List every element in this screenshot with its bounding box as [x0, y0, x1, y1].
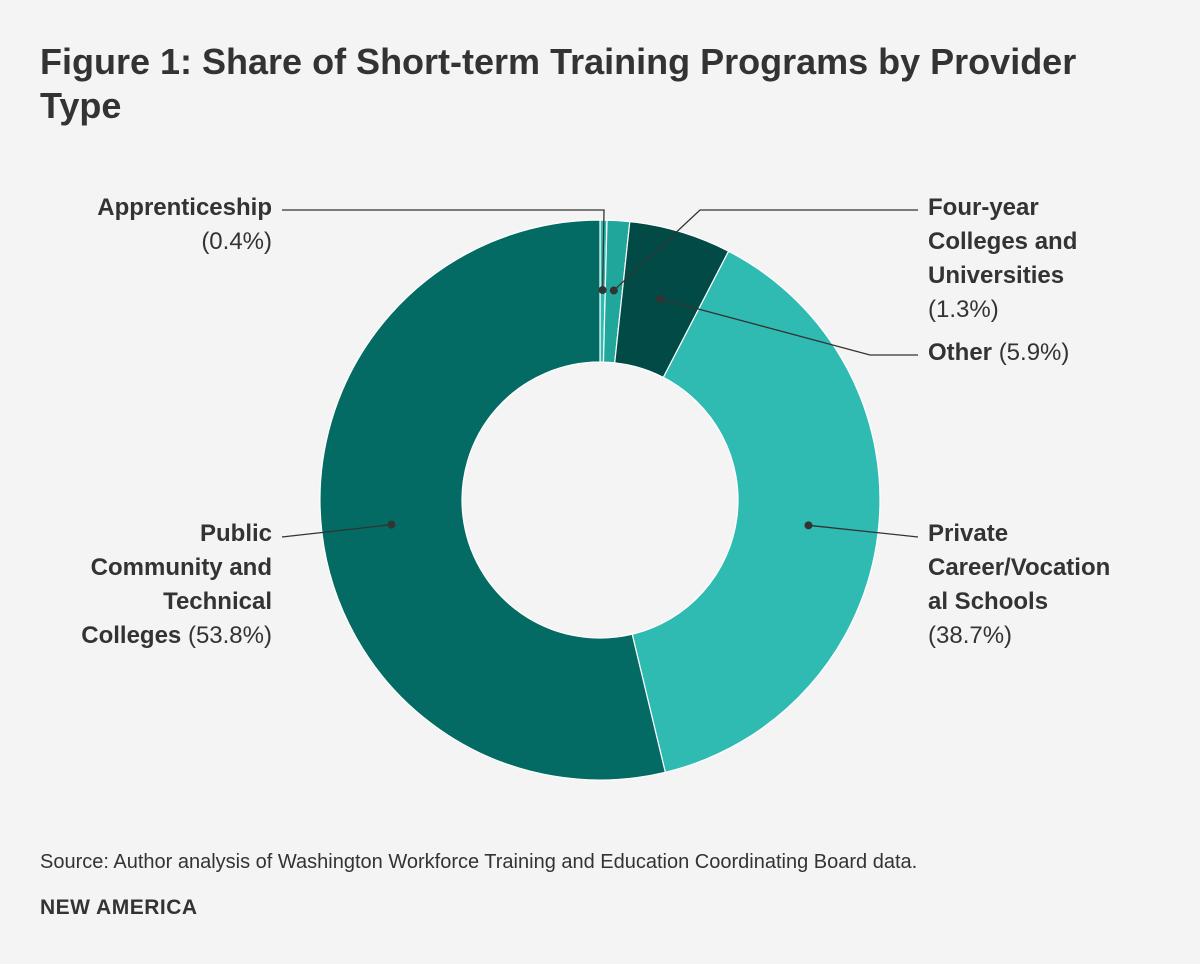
leader-dot-1: [609, 286, 618, 295]
label-apprenticeship-pct: (0.4%): [201, 228, 272, 255]
source-note: Source: Author analysis of Washington Wo…: [40, 851, 918, 873]
label-private: Private Career/Vocation al Schools (38.7…: [928, 517, 1178, 653]
label-public-pct: (53.8%): [187, 622, 272, 649]
donut-slice-3: [631, 250, 881, 774]
brand-logo-text: NEW AMERICA: [40, 896, 198, 919]
label-other-pct: (5.9%): [998, 339, 1070, 366]
label-apprenticeship: Apprenticeship (0.4%): [40, 191, 272, 259]
chart-title: Figure 1: Share of Short-term Training P…: [40, 41, 1077, 126]
label-four-year-name-1: Four-year: [928, 194, 1039, 221]
label-other-name: Other: [928, 339, 993, 366]
label-public-name-4: Colleges: [81, 622, 182, 649]
label-four-year-name-2: Colleges and: [928, 228, 1078, 255]
leader-line-3: [808, 524, 919, 538]
label-private-name-1: Private: [928, 520, 1009, 547]
label-private-pct: (38.7%): [928, 622, 1013, 649]
label-public-name-3: Technical: [163, 588, 272, 615]
leader-line-0: [282, 209, 605, 291]
label-private-name-3: al Schools: [928, 588, 1049, 615]
donut-slice-4: [319, 219, 667, 781]
leader-dot-3: [804, 521, 813, 530]
leader-dot-0: [598, 286, 607, 295]
label-apprenticeship-name: Apprenticeship: [97, 194, 272, 221]
leader-dot-2: [656, 294, 665, 303]
donut-slices: [319, 219, 881, 781]
label-private-name-2: Career/Vocation: [928, 554, 1111, 581]
leader-line-4: [281, 524, 392, 538]
label-public-name-2: Community and: [90, 554, 272, 581]
label-four-year-name-3: Universities: [928, 262, 1065, 289]
leader-lines: [281, 209, 919, 538]
label-other: Other (5.9%): [928, 336, 1178, 370]
label-public-name-1: Public: [199, 520, 272, 547]
leader-line-1: [613, 209, 918, 291]
label-public: Public Community and Technical Colleges …: [20, 517, 272, 653]
leader-dot-4: [387, 520, 396, 529]
leader-line-2: [660, 298, 918, 356]
label-four-year: Four-year Colleges and Universities (1.3…: [928, 191, 1178, 327]
label-four-year-pct: (1.3%): [928, 296, 999, 323]
